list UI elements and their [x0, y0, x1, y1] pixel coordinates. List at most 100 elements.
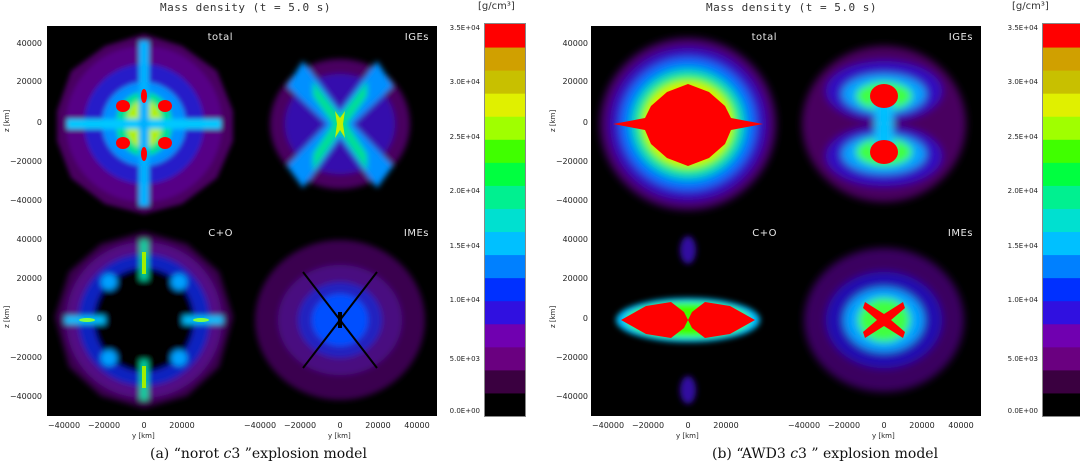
y-axis-label: z [km] — [549, 109, 557, 132]
panel-label: total — [207, 32, 233, 43]
colorbar-step — [485, 185, 525, 209]
colorbar-step — [1043, 231, 1080, 256]
caption-italic: c — [790, 446, 799, 462]
plot-grid: total IGEs — [47, 26, 437, 416]
colorbar-step — [485, 346, 525, 371]
y-tick: 20000 — [16, 274, 42, 283]
colorbar-step — [485, 70, 525, 94]
colorbar-tick: 1.0E+04 — [449, 296, 480, 304]
y-tick: −20000 — [555, 157, 588, 166]
x-axis-label: y [km] — [872, 432, 895, 440]
panel-co: C+O — [47, 222, 241, 416]
x-tick: −40000 — [787, 421, 821, 430]
caption-rest: 3 ” explosion model — [798, 446, 939, 462]
colorbar-unit-label: [g/cm³] — [478, 1, 515, 12]
colorbar-step — [485, 208, 525, 233]
colorbar-step — [485, 277, 525, 302]
colorbar-tick: 2.0E+04 — [1007, 187, 1038, 195]
y-tick: 40000 — [562, 39, 588, 48]
y-axis-label: z [km] — [3, 109, 11, 132]
y-tick: −40000 — [9, 196, 42, 205]
panel-total: total — [591, 26, 785, 220]
colorbar-tick: 5.0E+03 — [1007, 355, 1038, 363]
x-tick: −40000 — [243, 421, 277, 430]
colorbar-tick: 0.0E+00 — [449, 407, 480, 415]
y-tick: −20000 — [9, 353, 42, 362]
colorbar-step — [485, 300, 525, 325]
colorbar-step — [1043, 323, 1080, 348]
y-axis-label: z [km] — [3, 305, 11, 328]
panel-label: C+O — [208, 228, 233, 239]
y-tick: 20000 — [562, 77, 588, 86]
colorbar-tick: 3.5E+04 — [449, 24, 480, 32]
colorbar-step — [485, 323, 525, 348]
colorbar-tick: 2.0E+04 — [449, 187, 480, 195]
density-map — [802, 46, 966, 202]
x-tick: −20000 — [827, 421, 861, 430]
density-map — [270, 59, 410, 189]
y-tick: −40000 — [555, 392, 588, 401]
x-tick: 0 — [881, 421, 887, 430]
panel-imes: IMEs — [787, 222, 981, 416]
colorbar-step — [1043, 254, 1080, 279]
y-tick: −40000 — [555, 196, 588, 205]
colorbar — [1042, 23, 1080, 417]
x-tick: −40000 — [591, 421, 625, 430]
colorbar-step — [1043, 116, 1080, 140]
colorbar-tick: 3.5E+04 — [1007, 24, 1038, 32]
x-tick: 40000 — [948, 421, 974, 430]
colorbar-tick: 3.0E+04 — [449, 78, 480, 86]
x-axis-label: y [km] — [676, 432, 699, 440]
colorbar-tick: 5.0E+03 — [449, 355, 480, 363]
panel-label: IGEs — [948, 32, 973, 43]
plot-grid: total IGEs — [591, 26, 981, 416]
density-map — [55, 232, 233, 408]
colorbar-step — [1043, 208, 1080, 233]
panel-imes: IMEs — [243, 222, 437, 416]
figure-title: Mass density (t = 5.0 s) — [160, 1, 331, 14]
panel-label: IMEs — [403, 228, 429, 239]
colorbar-tick: 2.5E+04 — [1007, 133, 1038, 141]
colorbar-step — [1043, 369, 1080, 394]
colorbar-step — [1043, 93, 1080, 117]
panel-label: total — [751, 32, 777, 43]
caption-prefix: (b) “AWD3 — [712, 446, 791, 462]
colorbar-step — [1043, 24, 1080, 48]
colorbar-tick: 3.0E+04 — [1007, 78, 1038, 86]
caption-prefix: (a) “norot — [150, 446, 224, 462]
y-tick: −20000 — [555, 353, 588, 362]
colorbar-step — [485, 47, 525, 71]
x-tick: −20000 — [283, 421, 317, 430]
caption-italic: c — [223, 446, 232, 462]
colorbar-step — [485, 254, 525, 279]
y-tick: −40000 — [9, 392, 42, 401]
panel-iges: IGEs — [243, 26, 437, 220]
y-tick: 0 — [582, 314, 588, 323]
colorbar-tick: 1.5E+04 — [1007, 242, 1038, 250]
panel-total: total — [47, 26, 241, 220]
colorbar-step — [1043, 139, 1080, 163]
x-tick: 40000 — [404, 421, 430, 430]
density-map — [616, 236, 760, 404]
figure-title: Mass density (t = 5.0 s) — [706, 1, 877, 14]
colorbar-step — [1043, 277, 1080, 302]
x-tick: 20000 — [169, 421, 195, 430]
panel-label: C+O — [752, 228, 777, 239]
colorbar-gradient — [485, 24, 525, 417]
colorbar-step — [485, 392, 525, 417]
density-map — [255, 240, 425, 400]
y-tick: −20000 — [9, 157, 42, 166]
colorbar-gradient — [1043, 24, 1080, 417]
figure-caption: (a) “norot c3 ”explosion model — [150, 446, 367, 462]
colorbar-step — [485, 139, 525, 163]
colorbar — [484, 23, 526, 417]
colorbar-step — [1043, 162, 1080, 186]
x-tick: 0 — [685, 421, 691, 430]
y-axis-label: z [km] — [549, 305, 557, 328]
y-tick: 40000 — [562, 235, 588, 244]
colorbar-step — [485, 93, 525, 117]
y-tick: 0 — [582, 118, 588, 127]
panel-label: IMEs — [947, 228, 973, 239]
figure-caption: (b) “AWD3 c3 ” explosion model — [712, 446, 938, 462]
density-map — [57, 34, 233, 214]
